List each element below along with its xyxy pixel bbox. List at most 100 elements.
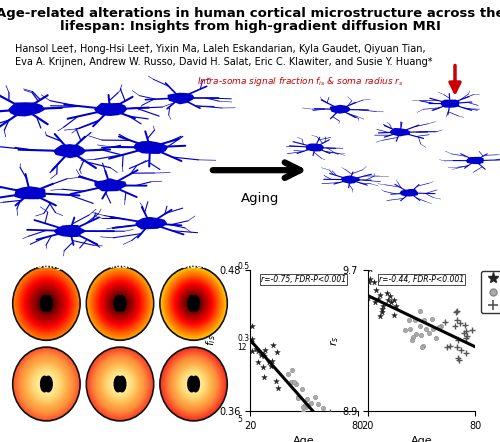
Point — [248, 347, 256, 354]
Ellipse shape — [180, 288, 208, 319]
Ellipse shape — [171, 359, 216, 409]
Text: 5: 5 — [238, 415, 242, 424]
Point — [386, 292, 394, 299]
Ellipse shape — [178, 366, 210, 402]
Text: Hansol Lee†, Hong-Hsi Lee†, Yixin Ma, Laleh Eskandarian, Kyla Gaudet, Qiyuan Tia: Hansol Lee†, Hong-Hsi Lee†, Yixin Ma, La… — [15, 44, 426, 54]
Point — [462, 327, 470, 334]
Ellipse shape — [24, 360, 68, 408]
Point — [248, 336, 256, 343]
Point — [463, 332, 471, 339]
Ellipse shape — [110, 293, 130, 314]
Point — [424, 329, 432, 336]
Point — [454, 354, 462, 362]
Ellipse shape — [108, 290, 132, 317]
Ellipse shape — [90, 351, 150, 417]
Ellipse shape — [40, 377, 52, 390]
Ellipse shape — [178, 287, 209, 320]
Ellipse shape — [38, 374, 55, 393]
Point — [301, 402, 309, 409]
Ellipse shape — [192, 296, 200, 311]
Point — [374, 296, 382, 303]
Polygon shape — [330, 106, 349, 113]
Ellipse shape — [114, 377, 126, 390]
Ellipse shape — [181, 290, 206, 317]
Point — [418, 344, 426, 351]
Point — [334, 440, 342, 442]
Ellipse shape — [90, 271, 150, 335]
Ellipse shape — [172, 360, 216, 408]
Point — [326, 409, 334, 416]
Point — [454, 356, 462, 363]
Point — [378, 305, 386, 312]
Polygon shape — [136, 217, 166, 229]
Point — [269, 342, 277, 349]
Point — [272, 348, 280, 355]
Ellipse shape — [184, 373, 203, 394]
Ellipse shape — [176, 365, 210, 403]
Point — [376, 313, 384, 320]
Ellipse shape — [164, 352, 223, 416]
X-axis label: Age: Age — [293, 436, 314, 442]
Point — [386, 299, 394, 306]
Ellipse shape — [35, 291, 58, 316]
Ellipse shape — [94, 355, 146, 413]
Ellipse shape — [17, 352, 76, 416]
Ellipse shape — [114, 296, 122, 311]
Point — [292, 381, 300, 388]
Ellipse shape — [21, 356, 72, 412]
Text: Age-related alterations in human cortical microstructure across the: Age-related alterations in human cortica… — [0, 7, 500, 19]
Ellipse shape — [101, 363, 139, 405]
Ellipse shape — [104, 366, 136, 402]
Polygon shape — [466, 157, 483, 164]
Point — [287, 378, 295, 385]
Ellipse shape — [162, 268, 226, 339]
Ellipse shape — [112, 294, 128, 313]
Ellipse shape — [94, 356, 146, 412]
Ellipse shape — [22, 276, 71, 330]
Ellipse shape — [16, 351, 76, 417]
Ellipse shape — [34, 370, 59, 397]
Ellipse shape — [44, 296, 52, 311]
Ellipse shape — [100, 282, 140, 325]
Ellipse shape — [189, 379, 198, 389]
Ellipse shape — [40, 377, 53, 391]
Ellipse shape — [28, 363, 66, 405]
Ellipse shape — [22, 278, 70, 329]
Polygon shape — [54, 145, 85, 157]
Ellipse shape — [98, 360, 142, 408]
Y-axis label: $f_{is}$: $f_{is}$ — [204, 334, 218, 347]
Ellipse shape — [110, 292, 130, 315]
Point — [454, 307, 462, 314]
Ellipse shape — [180, 370, 207, 399]
Ellipse shape — [17, 271, 76, 335]
Ellipse shape — [12, 347, 80, 421]
Point — [452, 323, 460, 330]
Point — [412, 316, 420, 324]
Ellipse shape — [176, 285, 210, 322]
Point — [302, 403, 310, 410]
Point — [246, 339, 254, 346]
Point — [323, 424, 331, 431]
Point — [288, 367, 296, 374]
Point — [456, 319, 464, 326]
Ellipse shape — [160, 267, 228, 340]
Point — [319, 404, 327, 411]
Ellipse shape — [167, 274, 220, 332]
Polygon shape — [390, 129, 409, 136]
Point — [454, 337, 462, 344]
Ellipse shape — [14, 349, 78, 419]
Ellipse shape — [168, 275, 219, 332]
Ellipse shape — [21, 275, 72, 332]
Ellipse shape — [42, 379, 51, 389]
Ellipse shape — [166, 273, 221, 334]
Ellipse shape — [96, 357, 144, 411]
Point — [290, 379, 298, 386]
Ellipse shape — [99, 281, 141, 326]
Ellipse shape — [88, 349, 152, 419]
Ellipse shape — [26, 282, 66, 325]
Ellipse shape — [96, 278, 144, 329]
Point — [372, 286, 380, 293]
Ellipse shape — [164, 351, 224, 417]
Ellipse shape — [22, 357, 71, 411]
Ellipse shape — [94, 274, 146, 332]
